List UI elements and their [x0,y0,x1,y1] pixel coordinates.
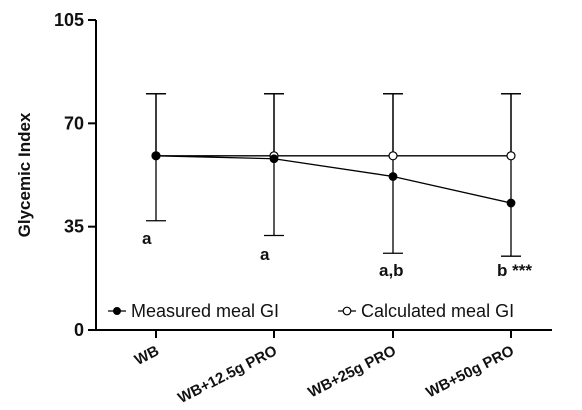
measured-point [506,198,516,208]
significance-label: a [260,245,270,264]
legend-marker-measured [113,307,121,315]
y-tick-label: 35 [64,217,84,237]
calculated-point [388,151,398,161]
y-tick-label: 105 [54,10,84,30]
axes [88,19,552,338]
annotations: a a a,b b *** [142,229,532,280]
measured-point [388,172,398,181]
legend-label-measured: Measured meal GI [131,301,279,321]
x-tick-label: WB+12.5g PRO [175,342,280,407]
measured-point [269,154,279,164]
calculated-point [506,151,516,161]
data-points [151,151,516,208]
significance-label: a [142,229,152,248]
significance-label: a,b [379,261,404,280]
series-lines [155,155,512,204]
error-bars [146,93,521,257]
x-tick-label: WB [132,342,162,369]
x-tick-label: WB+25g PRO [305,342,399,401]
x-tick-label: WB+50g PRO [423,342,517,401]
legend-label-calculated: Calculated meal GI [361,301,514,321]
y-axis-title: Glycemic Index [15,112,34,237]
y-tick-label: 70 [64,113,84,133]
legend: Measured meal GI Calculated meal GI [108,301,514,321]
series-line [155,155,512,204]
significance-label: b *** [497,261,532,280]
tick-labels: 0 35 70 105 WB WB+12.5g PRO WB+25g PRO WB+50g P… [54,10,517,407]
measured-point [151,151,161,161]
legend-marker-calculated [342,306,352,316]
y-tick-label: 0 [74,320,84,340]
